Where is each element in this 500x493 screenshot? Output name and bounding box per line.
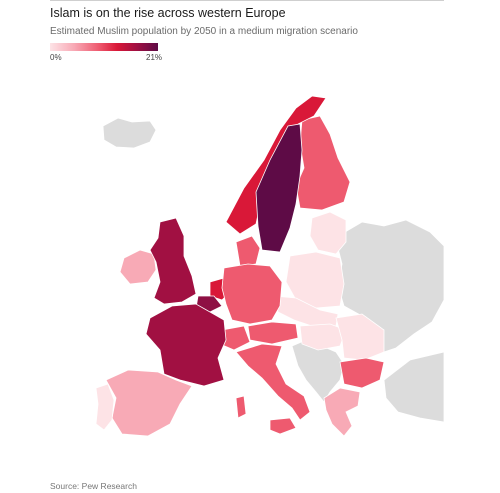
region-baltics (309, 211, 347, 255)
region-portugal (95, 383, 115, 431)
page-subtitle: Estimated Muslim population by 2050 in a… (50, 26, 358, 37)
top-rule (50, 0, 444, 1)
region-poland (285, 251, 345, 309)
region-sweden (255, 123, 303, 253)
region-finland (295, 115, 351, 211)
region-italy (235, 343, 311, 421)
region-bulgaria (339, 357, 385, 389)
region-iceland (102, 117, 157, 149)
source-note: Source: Pew Research (50, 481, 137, 491)
region-sicily (269, 417, 297, 435)
region-germany (221, 263, 283, 325)
region-sardinia (235, 395, 247, 419)
region-united-kingdom (149, 217, 197, 305)
region-greece (323, 387, 361, 437)
region-hungary (299, 323, 347, 351)
region-ireland (119, 249, 157, 285)
page-title: Islam is on the rise across western Euro… (50, 6, 286, 20)
region-austria (247, 321, 299, 345)
legend-color-scale (50, 43, 158, 51)
legend-min-label: 0% (50, 53, 62, 62)
region-france (145, 303, 227, 387)
region-turkey (383, 351, 445, 423)
region-romania (335, 313, 385, 361)
region-denmark (235, 235, 261, 267)
legend-max-label: 21% (146, 53, 163, 62)
